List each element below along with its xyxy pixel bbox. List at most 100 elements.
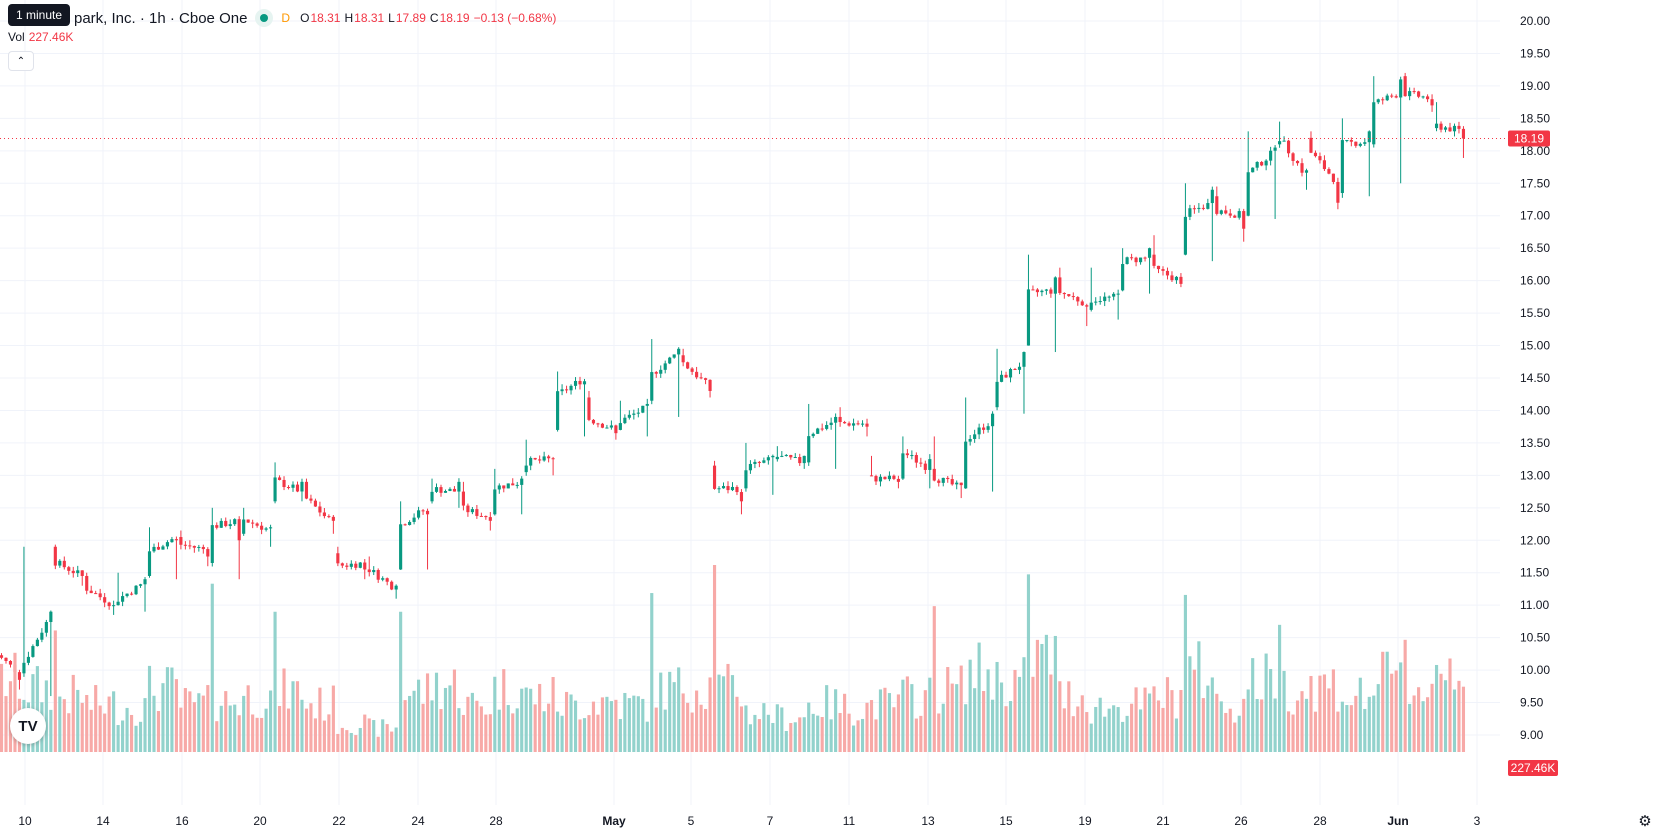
candle-body: [1367, 131, 1371, 143]
ohlc-high-value: 18.31: [354, 11, 385, 25]
candle-body: [851, 423, 856, 426]
candle-body: [421, 510, 425, 512]
candle-body: [1206, 203, 1210, 209]
volume-bar: [1286, 711, 1291, 752]
candle-body: [1071, 296, 1075, 298]
volume-bar: [1076, 706, 1080, 752]
volume-bar: [138, 721, 143, 752]
volume-bar: [829, 719, 833, 752]
candle-body: [1354, 141, 1358, 146]
volume-bar: [654, 707, 658, 752]
volume-bar: [748, 724, 752, 752]
volume-bar: [1367, 696, 1371, 752]
candle-body: [1004, 374, 1008, 378]
volume-bar: [273, 611, 277, 752]
candle-body: [1385, 95, 1389, 101]
candle-body: [905, 453, 909, 456]
candle-body: [977, 427, 981, 435]
candle-body: [475, 509, 479, 516]
candle-body: [1237, 211, 1241, 218]
volume-bar: [618, 719, 622, 752]
volume-bar: [134, 725, 138, 752]
volume-bar: [80, 702, 84, 752]
candle-body: [560, 389, 564, 392]
candle-body: [1130, 257, 1134, 259]
volume-bar: [1161, 707, 1165, 752]
candle-body: [466, 505, 470, 513]
last-volume-label: 227.46K: [1511, 761, 1556, 775]
candle-body: [856, 423, 860, 425]
volume-bar: [1130, 703, 1134, 752]
candle-body: [434, 487, 439, 492]
volume-bar: [1210, 677, 1214, 752]
candle-body: [1035, 289, 1039, 293]
candle-body: [950, 479, 954, 485]
candle-body: [390, 581, 394, 590]
volume-bar: [578, 719, 582, 752]
volume-bar: [1390, 673, 1394, 752]
data-delay-flag[interactable]: D: [281, 11, 291, 25]
candle-body: [1313, 152, 1318, 157]
volume-bar: [1071, 716, 1075, 752]
volume-bar: [520, 688, 524, 752]
candle-body: [138, 584, 143, 586]
candle-body: [654, 372, 658, 374]
candle-body: [1394, 96, 1398, 98]
symbol-title[interactable]: park, Inc. · 1h · Cboe One: [74, 9, 248, 27]
candle-body: [112, 605, 116, 607]
candle-body: [1139, 257, 1143, 263]
candle-body: [1452, 125, 1457, 132]
candle-body: [1170, 275, 1174, 281]
volume-bar: [609, 701, 613, 752]
candle-body: [663, 363, 667, 370]
volume-value: 227.46K: [28, 30, 74, 44]
candle-body: [179, 537, 183, 545]
candle-body: [376, 570, 380, 580]
candle-body: [937, 480, 941, 483]
candle-body: [282, 479, 286, 488]
volume-bar: [1255, 699, 1259, 752]
tradingview-logo-icon[interactable]: TV: [10, 708, 46, 744]
candle-body: [58, 560, 62, 566]
volume-bar: [564, 691, 569, 752]
volume-bar: [1085, 712, 1089, 752]
volume-bar: [1242, 698, 1246, 752]
volume-bar: [1098, 697, 1102, 752]
volume-bar: [838, 712, 842, 752]
volume-bar: [1121, 721, 1125, 752]
candle-body: [1300, 163, 1304, 173]
volume-bar: [591, 701, 596, 752]
candle-body: [820, 428, 824, 430]
volume-bar: [1282, 670, 1286, 752]
market-status-icon[interactable]: [255, 9, 274, 27]
volume-bar: [1035, 639, 1039, 752]
y-tick-label: 18.00: [1520, 144, 1550, 158]
candle-body: [62, 560, 66, 568]
candle-body: [1121, 264, 1125, 291]
collapse-legend-button[interactable]: ⌃: [8, 51, 34, 71]
volume-bar: [807, 702, 811, 752]
candle-body: [255, 523, 259, 526]
volume-bar: [955, 684, 959, 752]
candle-body: [192, 545, 196, 548]
volume-bar: [1318, 675, 1322, 752]
candle-body: [753, 461, 757, 464]
y-tick-label: 15.00: [1520, 339, 1550, 353]
candle-body: [802, 455, 806, 464]
settings-gear-icon[interactable]: ⚙: [1638, 813, 1652, 830]
candle-body: [479, 515, 483, 517]
candle-body: [470, 509, 474, 513]
candle-body: [914, 455, 918, 463]
candle-body: [103, 597, 107, 603]
candle-body: [1183, 216, 1187, 255]
candle-body: [1408, 91, 1412, 97]
volume-bar: [762, 703, 766, 752]
volume-bar: [793, 722, 797, 752]
volume-bar: [345, 730, 349, 752]
volume-bar: [587, 715, 591, 752]
candle-body: [408, 521, 412, 525]
volume-bar: [950, 683, 954, 752]
candle-body: [174, 539, 178, 541]
candle-body: [336, 553, 340, 564]
